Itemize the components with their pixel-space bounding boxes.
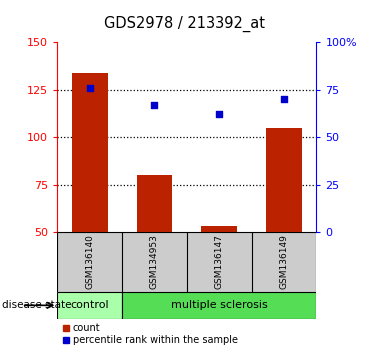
Text: GSM136147: GSM136147 xyxy=(215,234,224,290)
Bar xyxy=(57,232,122,292)
Bar xyxy=(122,292,316,319)
Text: GDS2978 / 213392_at: GDS2978 / 213392_at xyxy=(104,16,266,32)
Text: GSM134953: GSM134953 xyxy=(150,234,159,290)
Legend: count, percentile rank within the sample: count, percentile rank within the sample xyxy=(62,324,238,346)
Point xyxy=(151,102,157,108)
Point xyxy=(281,96,287,102)
Text: GSM136149: GSM136149 xyxy=(279,234,289,290)
Bar xyxy=(252,232,316,292)
Text: control: control xyxy=(70,300,109,310)
Text: disease state: disease state xyxy=(2,300,71,310)
Bar xyxy=(187,232,252,292)
Bar xyxy=(137,175,172,232)
Bar xyxy=(57,292,122,319)
Bar xyxy=(266,128,302,232)
Text: GSM136140: GSM136140 xyxy=(85,234,94,290)
Text: multiple sclerosis: multiple sclerosis xyxy=(171,300,268,310)
Bar xyxy=(122,232,187,292)
Bar xyxy=(201,226,237,232)
Point xyxy=(216,112,222,117)
Point xyxy=(87,85,92,91)
Bar xyxy=(72,73,108,232)
